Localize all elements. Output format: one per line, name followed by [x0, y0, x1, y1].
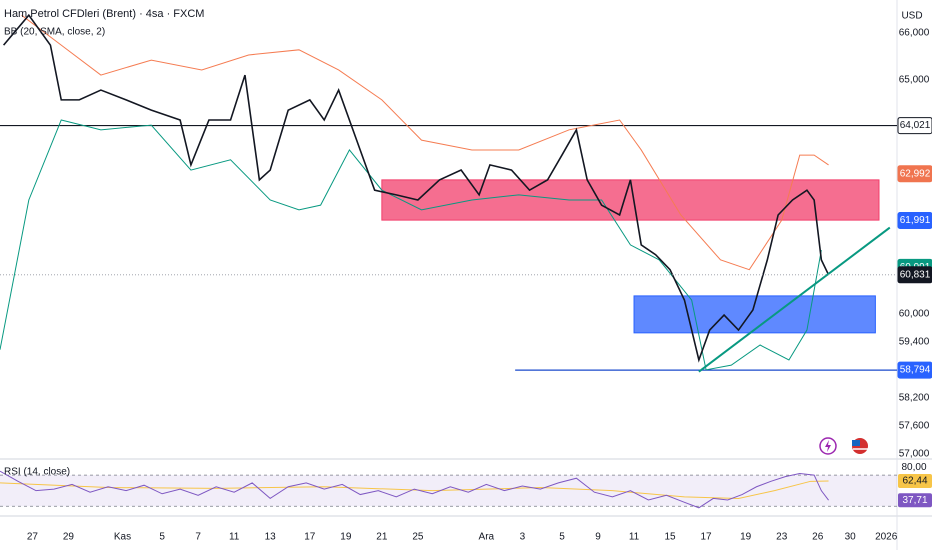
rsi-pane — [0, 470, 897, 509]
y-tick-label: 60,000 — [899, 308, 930, 319]
price-label: 61,991 — [900, 215, 931, 226]
y-tick-label: 65,000 — [899, 74, 930, 85]
y-tick-label: 59,400 — [899, 336, 930, 347]
y-tick-label: 57,600 — [899, 421, 930, 432]
x-tick-label: 17 — [701, 532, 713, 543]
x-tick-label: 17 — [304, 532, 316, 543]
indicator-title: BB (20, SMA, close, 2) — [4, 27, 105, 38]
x-tick-label: 5 — [559, 532, 565, 543]
rsi-tick-label: 80,00 — [901, 462, 926, 473]
chart-title: Ham Petrol CFDleri (Brent) · 4sa · FXCM — [4, 8, 204, 20]
x-tick-label: 3 — [520, 532, 526, 543]
price-label: 60,831 — [900, 269, 931, 280]
x-tick-label: Kas — [114, 532, 131, 543]
event-icon[interactable] — [819, 437, 837, 455]
price-label-box — [897, 266, 932, 284]
upper-band — [21, 14, 829, 271]
x-tick-label: 7 — [195, 532, 201, 543]
rsi-ma-line — [0, 480, 829, 499]
currency: USD — [901, 11, 922, 22]
trendline — [698, 226, 891, 373]
price-label-box — [897, 361, 932, 379]
price-label: 58,794 — [900, 365, 931, 376]
x-tick-label: 13 — [265, 532, 277, 543]
rsi-line — [0, 470, 829, 509]
y-tick-label: 58,200 — [899, 393, 930, 404]
x-tick-label: Ara — [479, 532, 495, 543]
x-tick-label: 9 — [595, 532, 601, 543]
price-label: 64,021 — [900, 120, 931, 131]
price-label: 62,992 — [900, 168, 931, 179]
x-tick-label: 11 — [629, 532, 640, 543]
flag-canton — [852, 440, 860, 446]
x-tick-label: 26 — [812, 532, 824, 543]
rsi-label: 62,44 — [902, 476, 927, 487]
x-tick-label: 30 — [845, 532, 857, 543]
price-label-box — [897, 212, 932, 230]
x-tick-label: 5 — [159, 532, 165, 543]
x-tick-label: 2026 — [875, 532, 898, 543]
x-tick-label: 27 — [27, 532, 39, 543]
lightning-icon — [825, 440, 831, 452]
x-tick-label: 19 — [340, 532, 352, 543]
rsi-label-box — [898, 473, 932, 488]
rsi-label-box — [898, 493, 932, 508]
x-tick-label: 15 — [664, 532, 676, 543]
lower-band — [0, 119, 822, 371]
price-label-box — [897, 117, 932, 135]
x-tick-label: 29 — [63, 532, 75, 543]
price-label-box — [897, 165, 932, 183]
x-tick-label: 11 — [229, 532, 240, 543]
y-tick-label: 66,000 — [899, 28, 930, 39]
x-tick-label: 23 — [776, 532, 788, 543]
x-tick-label: 25 — [412, 532, 424, 543]
price-pane — [0, 13, 897, 373]
x-tick-label: 19 — [740, 532, 752, 543]
zone — [381, 179, 880, 221]
axes: 66,000 65,000 60,000 59,400 58,200 57,600 57,0… — [27, 28, 932, 543]
price-line — [2, 13, 830, 363]
rsi-label: 37,71 — [902, 495, 927, 506]
y-tick-label: 57,000 — [899, 449, 930, 460]
x-tick-label: 21 — [376, 532, 388, 543]
rsi-title: RSI (14, close) — [4, 467, 70, 478]
